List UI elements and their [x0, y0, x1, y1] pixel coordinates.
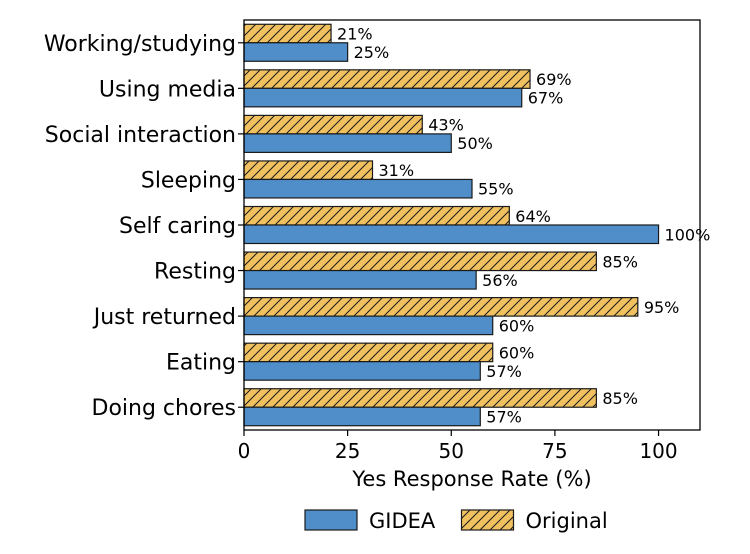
data-label: 69% — [536, 70, 572, 89]
bar — [243, 178, 473, 199]
data-label: 60% — [499, 316, 535, 335]
legend-swatch — [460, 509, 515, 531]
bar — [243, 315, 494, 336]
bar — [243, 361, 481, 381]
data-label: 50% — [457, 134, 493, 153]
data-label: 67% — [528, 89, 564, 108]
data-label: 64% — [515, 207, 551, 226]
bar — [243, 205, 510, 226]
bar — [243, 87, 523, 108]
bar — [243, 342, 494, 363]
data-label: 56% — [482, 271, 518, 290]
category-label: Social interaction — [45, 123, 236, 148]
x-tick-label: 100 — [639, 439, 677, 463]
x-tick-label: 0 — [238, 439, 251, 463]
data-label: 85% — [602, 252, 638, 271]
data-label: 55% — [478, 180, 514, 199]
x-tick-label: 50 — [439, 439, 464, 463]
bar — [243, 42, 349, 62]
data-label: 60% — [499, 343, 535, 362]
category-label: Doing chores — [92, 396, 236, 421]
data-label: 85% — [602, 389, 638, 408]
bar — [243, 297, 639, 317]
data-label: 57% — [486, 362, 522, 381]
bar — [243, 114, 423, 135]
data-label: 21% — [337, 25, 373, 44]
x-tick-label: 25 — [335, 439, 360, 463]
legend-swatch — [304, 509, 358, 531]
category-label: Just returned — [92, 305, 236, 330]
data-label: 43% — [428, 116, 464, 135]
bar — [243, 406, 481, 427]
bar — [243, 23, 332, 44]
bar — [243, 269, 477, 290]
axes-frame — [243, 19, 701, 431]
legend: GIDEA Original — [304, 509, 608, 533]
legend-label: GIDEA — [369, 509, 436, 533]
category-label: Working/studying — [44, 32, 236, 57]
category-label: Resting — [154, 260, 236, 285]
bar — [243, 160, 374, 181]
x-tick-label: 75 — [542, 439, 567, 463]
data-label: 100% — [665, 225, 711, 244]
bar — [243, 251, 597, 272]
legend-label: Original — [526, 509, 608, 533]
category-label: Eating — [166, 351, 236, 376]
data-label: 57% — [486, 407, 522, 426]
bar — [243, 388, 597, 408]
category-label: Using media — [99, 77, 236, 102]
bar — [243, 224, 660, 245]
category-label: Self caring — [119, 214, 236, 239]
data-label: 95% — [644, 298, 680, 317]
x-axis-title: Yes Response Rate (%) — [351, 467, 591, 491]
category-label: Sleeping — [141, 168, 236, 193]
data-label: 25% — [354, 43, 390, 62]
bar — [243, 69, 531, 89]
plot-area: 21%25% Working/studying 69%67% Using media 4… — [44, 19, 711, 463]
data-label: 31% — [379, 161, 415, 180]
bar — [243, 133, 452, 153]
